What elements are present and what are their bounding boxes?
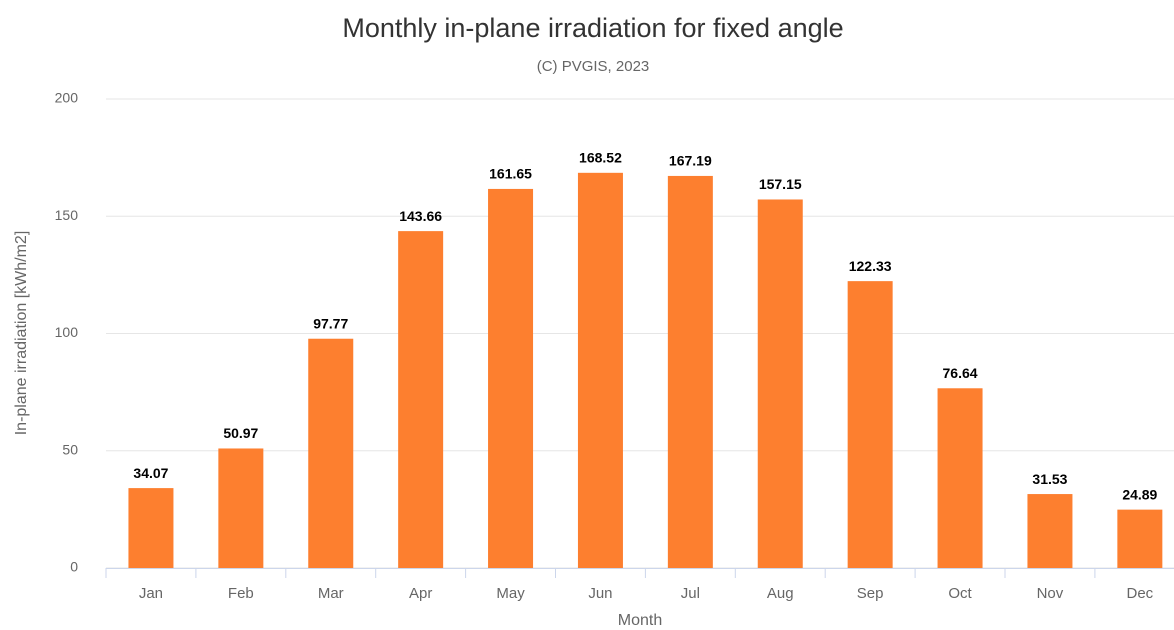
- data-label: 50.97: [223, 425, 258, 441]
- y-tick-label: 100: [55, 324, 79, 340]
- x-axis-label: Month: [618, 612, 662, 629]
- data-label: 157.15: [759, 176, 802, 192]
- data-label: 168.52: [579, 150, 622, 166]
- x-tick-label: Feb: [228, 585, 254, 602]
- bar: [1117, 509, 1163, 568]
- chart-subtitle: (C) PVGIS, 2023: [537, 58, 650, 75]
- data-label: 76.64: [943, 365, 978, 381]
- data-label: 24.89: [1122, 486, 1157, 502]
- x-tick-label: May: [496, 585, 525, 602]
- bar: [1027, 494, 1073, 568]
- data-label: 143.66: [399, 208, 442, 224]
- bar: [757, 199, 803, 568]
- data-label: 167.19: [669, 153, 712, 169]
- x-tick-label: Jul: [681, 585, 700, 602]
- bar: [577, 172, 623, 568]
- x-tick-label: Sep: [857, 585, 884, 602]
- bar: [218, 448, 264, 568]
- bar: [128, 488, 174, 568]
- y-tick-label: 200: [55, 90, 79, 106]
- y-tick-label: 0: [70, 559, 78, 575]
- y-tick-label: 50: [62, 441, 78, 457]
- x-tick-label: Jun: [588, 585, 612, 602]
- bar: [937, 388, 983, 568]
- y-axis-label: In-plane irradiation [kWh/m2]: [13, 231, 30, 436]
- data-label: 31.53: [1032, 471, 1067, 487]
- bar: [398, 231, 444, 568]
- x-tick-label: Mar: [318, 585, 344, 602]
- data-label: 34.07: [133, 465, 168, 481]
- x-tick-label: Dec: [1127, 585, 1154, 602]
- bar: [667, 175, 713, 568]
- data-label: 161.65: [489, 166, 532, 182]
- bar: [488, 188, 534, 568]
- data-label: 97.77: [313, 315, 348, 331]
- bar: [308, 338, 354, 568]
- bar: [847, 281, 893, 568]
- x-tick-label: Aug: [767, 585, 794, 602]
- data-label: 122.33: [849, 258, 892, 274]
- x-tick-label: Oct: [948, 585, 972, 602]
- y-tick-label: 150: [55, 207, 79, 223]
- chart-title: Monthly in-plane irradiation for fixed a…: [342, 13, 843, 43]
- x-tick-label: Apr: [409, 585, 432, 602]
- x-tick-label: Nov: [1037, 585, 1064, 602]
- x-tick-label: Jan: [139, 585, 163, 602]
